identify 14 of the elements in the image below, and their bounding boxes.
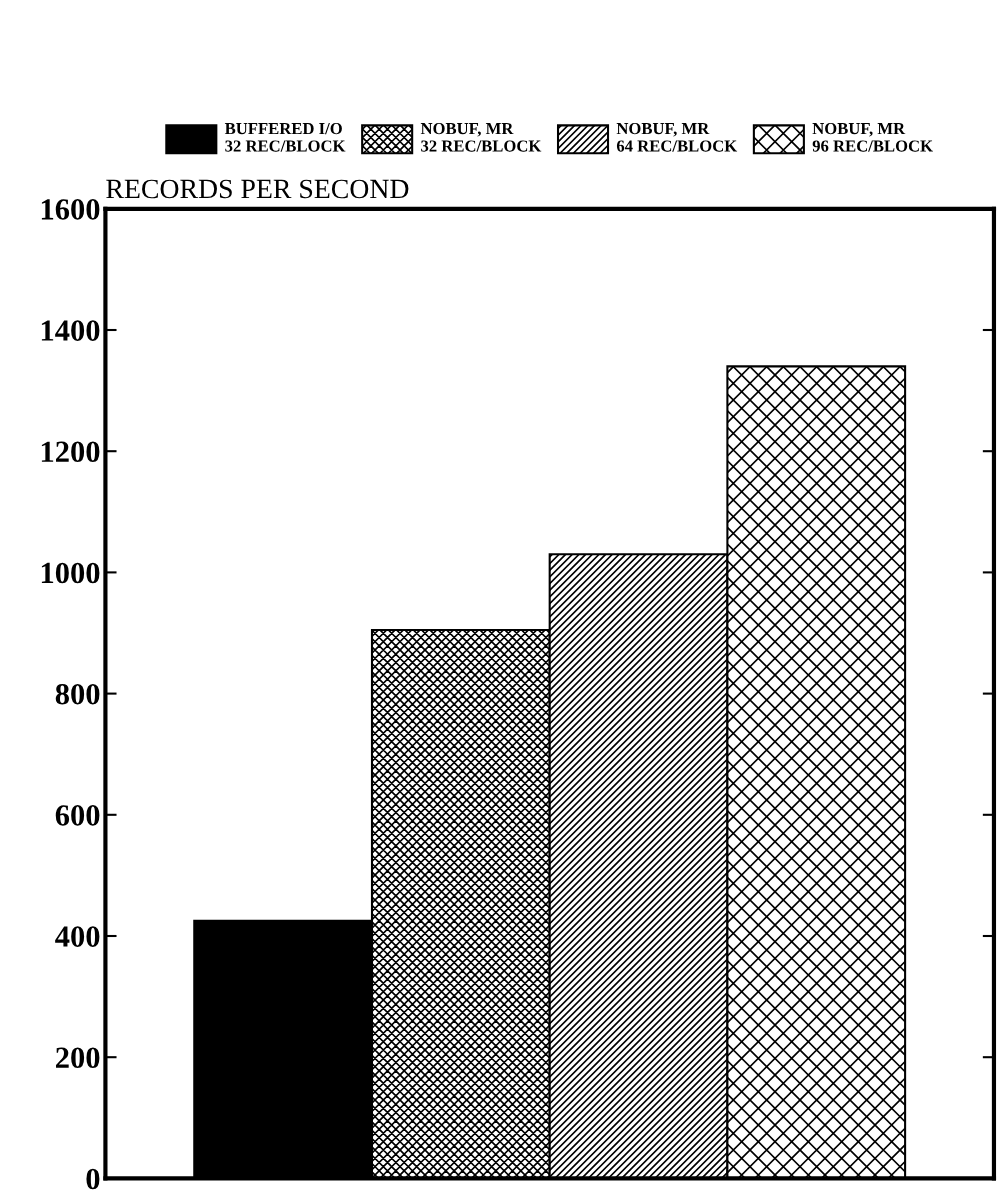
- y-tick-label: 800: [55, 683, 100, 705]
- y-tick-label: 1600: [41, 199, 100, 220]
- y-tick-label: 600: [55, 805, 100, 826]
- y-tick-label: 1400: [41, 320, 100, 341]
- y-tick-label: 400: [55, 926, 100, 947]
- y-tick-label: 200: [56, 1047, 100, 1069]
- y-axis-title: RECORDS PER SECOND: [106, 179, 409, 199]
- y-tick-label: 0: [86, 1168, 100, 1190]
- legend-label: NOBUF, MR 96 REC/BLOCK: [812, 123, 933, 152]
- y-tick-label: 1000: [41, 562, 100, 584]
- legend-label: NOBUF, MR 64 REC/BLOCK: [616, 123, 738, 152]
- y-tick-label: 1200: [41, 441, 100, 463]
- legend-label: BUFFERED I/O 32 REC/BLOCK: [224, 123, 346, 152]
- legend-label: NOBUF, MR 32 REC/BLOCK: [420, 123, 542, 152]
